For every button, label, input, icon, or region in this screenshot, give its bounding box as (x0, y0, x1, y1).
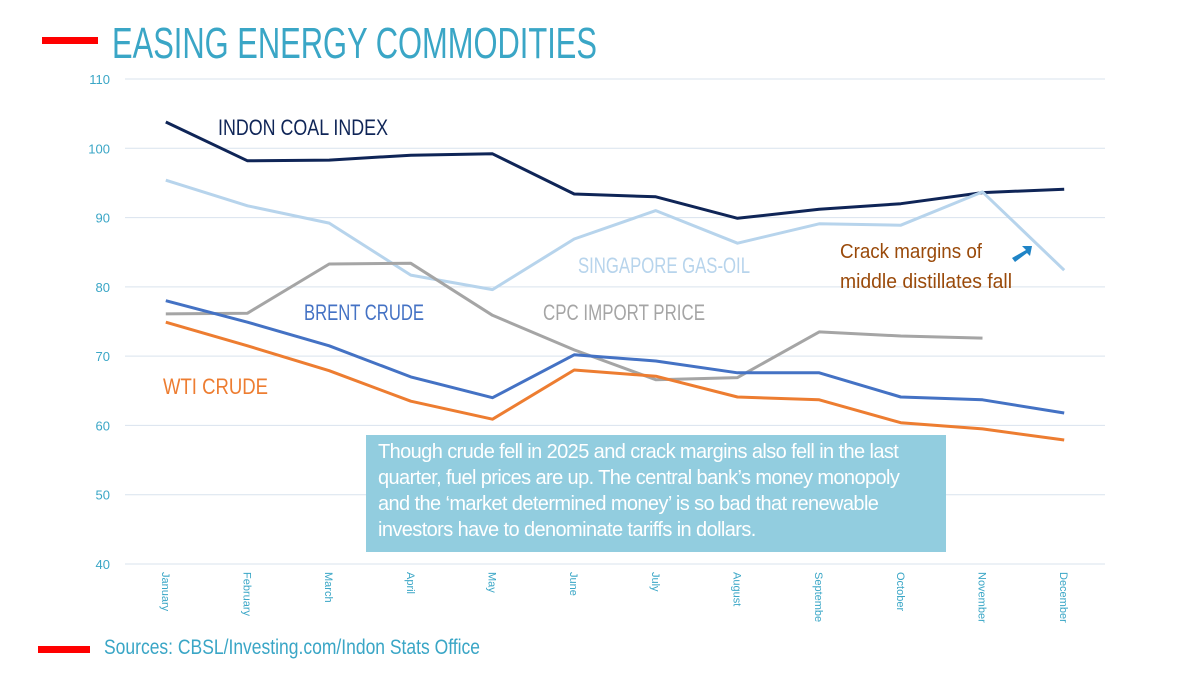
source-accent-bar (38, 646, 90, 653)
series-line-cpc-import-price (165, 261, 983, 382)
x-tick-label: November (976, 572, 988, 623)
x-tick-label: June (567, 572, 579, 596)
y-tick-label: 40 (96, 557, 110, 572)
x-tick-label: December (1057, 572, 1069, 623)
x-tick-label: February (241, 572, 253, 617)
note-line: quarter, fuel prices are up. The central… (378, 467, 900, 489)
arrow-icon (1012, 246, 1032, 262)
series-line-wti-crude (165, 320, 1065, 442)
x-tick-label: May (486, 572, 498, 593)
x-tick-label: July (649, 572, 661, 592)
series-label: CPC IMPORT PRICE (543, 300, 705, 325)
series-label: SINGAPORE GAS-OIL (578, 253, 750, 278)
y-tick-label: 60 (96, 418, 110, 433)
x-tick-label: Septembe (812, 572, 824, 622)
y-tick-label: 100 (88, 141, 110, 156)
crack-note-line-2: middle distillates fall (840, 271, 1012, 293)
series-line-brent-crude (165, 299, 1065, 415)
note-line: investors have to denominate tariffs in … (378, 519, 756, 541)
series-line-singapore-gas-oil (165, 178, 1066, 292)
x-tick-label: March (322, 572, 334, 603)
x-tick-label: October (894, 572, 906, 611)
series-line-indon-coal-index (165, 120, 1065, 220)
page-title: EASING ENERGY COMMODITIES (112, 19, 597, 68)
y-tick-label: 90 (96, 211, 110, 226)
y-tick-label: 70 (96, 349, 110, 364)
series-label: BRENT CRUDE (304, 300, 424, 325)
note-line: and the ‘market determined money’ is so … (378, 493, 879, 515)
y-tick-label: 50 (96, 488, 110, 503)
note-line: Though crude fell in 2025 and crack marg… (378, 441, 899, 463)
y-tick-label: 80 (96, 280, 110, 295)
series-label: INDON COAL INDEX (218, 115, 388, 140)
x-tick-label: January (159, 572, 171, 612)
crack-note-line-1: Crack margins of (840, 241, 982, 263)
annotation-box: Though crude fell in 2025 and crack marg… (366, 435, 946, 552)
title-accent-bar (42, 37, 98, 44)
x-tick-label: August (731, 572, 743, 606)
y-tick-label: 110 (89, 72, 110, 87)
source-text: Sources: CBSL/Investing.com/Indon Stats … (104, 636, 480, 659)
x-tick-label: April (404, 572, 416, 594)
series-label: WTI CRUDE (163, 374, 268, 399)
